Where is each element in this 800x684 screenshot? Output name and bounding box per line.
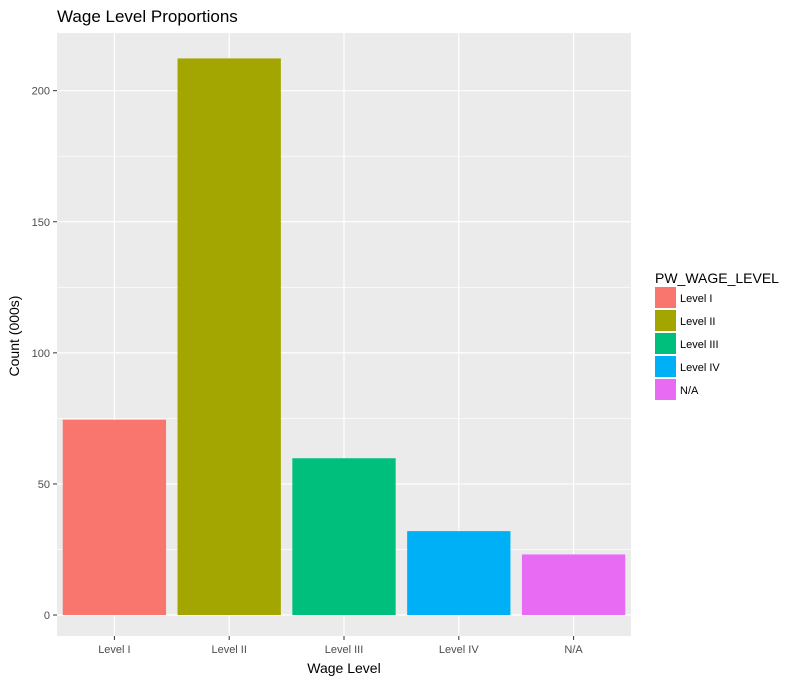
- y-tick-label: 200: [32, 86, 50, 98]
- legend-title: PW_WAGE_LEVEL: [655, 270, 779, 286]
- y-tick-label: 0: [44, 610, 50, 622]
- legend-label: Level I: [680, 293, 712, 305]
- legend-key: [655, 379, 676, 400]
- x-tick-label: Level IV: [439, 644, 479, 656]
- x-tick-label: N/A: [564, 644, 583, 656]
- legend-key: [655, 287, 676, 308]
- x-tick-label: Level II: [211, 644, 246, 656]
- legend: PW_WAGE_LEVEL Level I Level II Level III Le…: [655, 270, 779, 400]
- x-axis-title: Wage Level: [307, 660, 380, 676]
- legend-key: [655, 356, 676, 377]
- bar-level-iii: [292, 458, 396, 616]
- bars: [62, 58, 626, 616]
- y-tick-label: 50: [38, 479, 50, 491]
- legend-key: [655, 310, 676, 331]
- chart-title: Wage Level Proportions: [57, 7, 238, 26]
- legend-label: N/A: [680, 385, 699, 397]
- x-tick-label: Level I: [98, 644, 130, 656]
- y-axis-title: Count (000s): [6, 296, 22, 377]
- y-tick-label: 100: [32, 348, 50, 360]
- legend-label: Level II: [680, 316, 715, 328]
- legend-label: Level III: [680, 339, 719, 351]
- x-axis: Level I Level II Level III Level IV N/A: [98, 636, 583, 656]
- y-axis: 0 50 100 150 200: [32, 86, 57, 622]
- bar-level-ii: [177, 58, 281, 616]
- bar-level-i: [62, 419, 167, 616]
- y-tick-label: 150: [32, 217, 50, 229]
- bar-level-iv: [407, 531, 511, 616]
- x-tick-label: Level III: [325, 644, 364, 656]
- bar-n-a: [521, 554, 626, 616]
- legend-key: [655, 333, 676, 354]
- legend-label: Level IV: [680, 362, 720, 374]
